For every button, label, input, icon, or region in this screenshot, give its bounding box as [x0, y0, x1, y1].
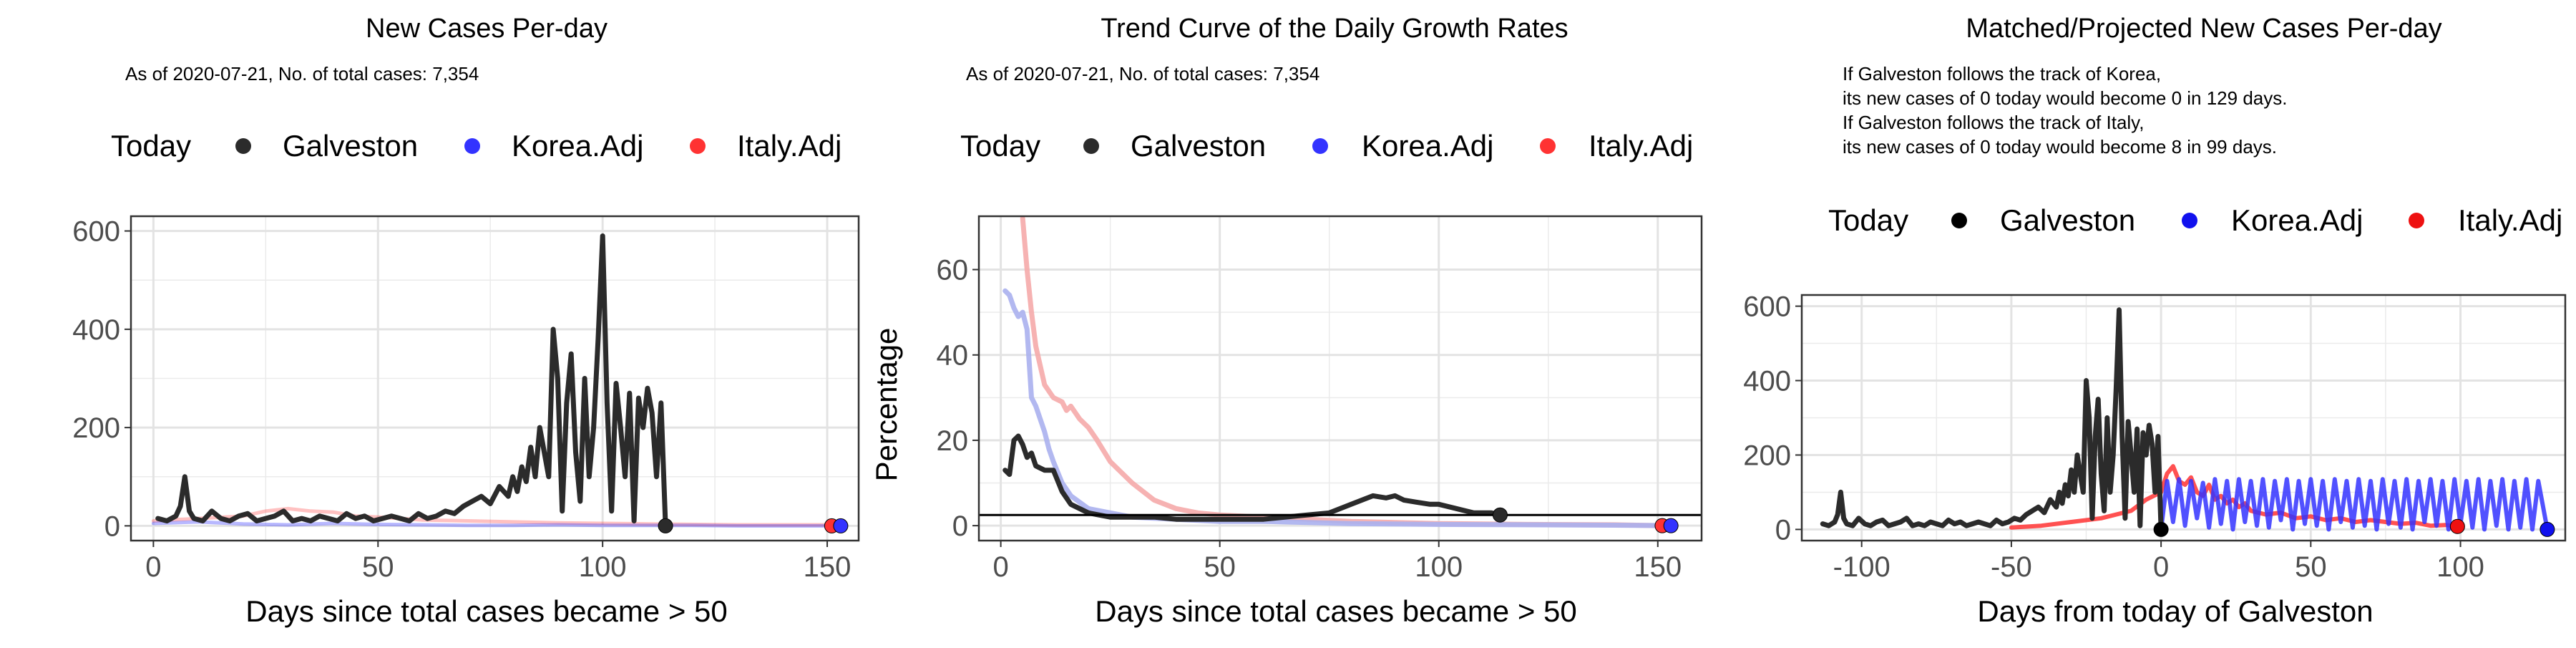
y-tick-label: 0	[1775, 514, 1791, 546]
legend-label-galveston: Galveston	[1131, 129, 1266, 163]
y-tick-label: 0	[104, 511, 120, 542]
legend-label-galveston: Galveston	[283, 129, 418, 163]
today-point-korea	[1663, 518, 1679, 533]
x-tick-label: 100	[2436, 551, 2484, 583]
note-line-1: If Galveston follows the track of Korea,	[1843, 63, 2161, 84]
legend-marker-galveston	[235, 138, 251, 154]
legend-marker-galveston	[1083, 138, 1099, 154]
x-tick-label: 100	[1415, 551, 1463, 583]
legend-marker-galveston	[1951, 213, 1967, 228]
panel-3-xlabel: Days from today of Galveston	[1977, 594, 2373, 628]
legend-marker-korea	[2182, 213, 2197, 228]
x-tick-label: 0	[2153, 551, 2169, 583]
panel-1-title: New Cases Per-day	[366, 14, 608, 44]
x-tick-label: -50	[1991, 551, 2032, 583]
plot-series-layer	[979, 216, 1702, 533]
y-tick-label: 60	[937, 255, 969, 286]
x-tick-label: 0	[992, 551, 1008, 583]
panel-2-subtitle: As of 2020-07-21, No. of total cases: 7,…	[966, 63, 1319, 84]
panel-new-cases: New Cases Per-day As of 2020-07-21, No. …	[72, 14, 860, 628]
note-line-3: If Galveston follows the track of Italy,	[1843, 112, 2144, 133]
legend-marker-italy	[690, 138, 706, 154]
panel-3-plot-area: -100 -50 0 50 100 0 200 400 600	[1743, 291, 2567, 583]
x-tick-label: 50	[362, 551, 394, 583]
legend-marker-italy	[2409, 213, 2424, 228]
x-tick-label: 50	[2295, 551, 2327, 583]
today-point-italy	[2449, 518, 2465, 534]
panel-2-ylabel: Percentage	[869, 328, 903, 482]
today-point-korea	[2540, 521, 2555, 537]
panel-2-legend: Today Galveston Korea.Adj Italy.Adj	[960, 129, 1693, 163]
panel-1-legend: Today Galveston Korea.Adj Italy.Adj	[111, 129, 841, 163]
y-tick-label: 0	[952, 511, 968, 542]
panel-1-subtitle: As of 2020-07-21, No. of total cases: 7,…	[125, 63, 479, 84]
x-tick-label: 0	[145, 551, 161, 583]
legend-title: Today	[1828, 203, 1908, 237]
legend-label-korea: Korea.Adj	[1362, 129, 1493, 163]
note-line-2: its new cases of 0 today would become 0 …	[1843, 87, 2287, 109]
panel-3-notes: If Galveston follows the track of Korea,…	[1843, 63, 2287, 158]
legend-label-italy: Italy.Adj	[1589, 129, 1693, 163]
plot-frame	[1800, 294, 2567, 542]
panel-growth-rates: Trend Curve of the Daily Growth Rates As…	[869, 14, 1703, 628]
y-tick-label: 200	[72, 412, 120, 444]
plot-frame	[977, 215, 1703, 542]
series-line-korea	[1002, 288, 1674, 528]
series-line-galveston	[1820, 307, 2164, 532]
y-tick-label: 400	[1743, 366, 1791, 397]
x-tick-label: 150	[1634, 551, 1682, 583]
x-tick-label: 150	[804, 551, 852, 583]
y-tick-label: 40	[937, 340, 969, 372]
legend-marker-korea	[1312, 138, 1328, 154]
panel-projected-cases: Matched/Projected New Cases Per-day If G…	[1743, 14, 2567, 628]
panel-2-xlabel: Days since total cases became > 50	[1095, 594, 1577, 628]
panel-1-xlabel: Days since total cases became > 50	[245, 594, 728, 628]
legend-label-korea: Korea.Adj	[512, 129, 643, 163]
y-tick-label: 600	[72, 216, 120, 248]
legend-title: Today	[960, 129, 1040, 163]
series-line-korea	[2159, 477, 2550, 532]
today-point-korea	[833, 518, 849, 533]
legend-marker-italy	[1540, 138, 1556, 154]
x-tick-label: 50	[1204, 551, 1236, 583]
panel-3-legend: Today Galveston Korea.Adj Italy.Adj	[1828, 203, 2562, 237]
y-tick-label: 400	[72, 314, 120, 346]
panel-2-title: Trend Curve of the Daily Growth Rates	[1101, 14, 1568, 44]
panel-1-plot-area: 0 50 100 150 0 200 400 600	[72, 215, 860, 583]
panel-3-title: Matched/Projected New Cases Per-day	[1966, 14, 2441, 44]
series-line-galveston	[155, 233, 668, 528]
today-point-galveston	[2153, 521, 2169, 537]
plot-series-layer	[151, 233, 849, 533]
plot-background	[979, 216, 1702, 541]
legend-label-italy: Italy.Adj	[737, 129, 841, 163]
legend-title: Today	[111, 129, 191, 163]
today-point-galveston	[658, 518, 673, 533]
series-line-galveston	[1002, 433, 1503, 522]
y-tick-label: 600	[1743, 291, 1791, 323]
legend-label-galveston: Galveston	[2000, 203, 2135, 237]
plot-frame	[130, 215, 860, 542]
x-tick-label: -100	[1833, 551, 1890, 583]
legend-label-italy: Italy.Adj	[2458, 203, 2562, 237]
legend-label-korea: Korea.Adj	[2231, 203, 2363, 237]
y-tick-label: 20	[937, 425, 969, 457]
x-tick-label: 100	[579, 551, 627, 583]
plot-series-layer	[1820, 307, 2555, 537]
y-tick-label: 200	[1743, 440, 1791, 471]
legend-marker-korea	[464, 138, 480, 154]
series-line-korea	[151, 520, 843, 528]
today-point-galveston	[1492, 507, 1508, 523]
panel-2-plot-area: 0 50 100 150 0 20 40 60	[937, 215, 1703, 583]
note-line-4: its new cases of 0 today would become 8 …	[1843, 136, 2277, 158]
